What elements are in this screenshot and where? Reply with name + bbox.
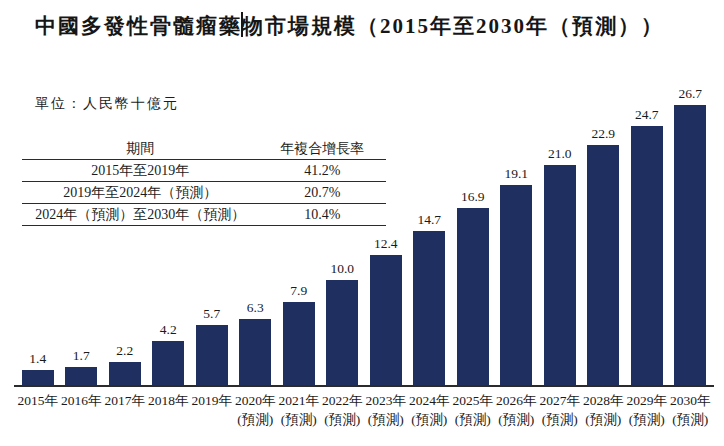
bar-slot: 2.2: [103, 343, 147, 385]
x-axis-labels: 2015年2016年2017年2018年2019年2020年(預測)2021年(…: [16, 391, 712, 429]
bar-value-label: 16.9: [461, 189, 485, 205]
bar: [196, 325, 228, 385]
x-axis-year: 2021年: [279, 393, 320, 408]
forecast-note: (預測): [495, 410, 539, 429]
bar: [65, 367, 97, 385]
forecast-note: (預測): [451, 410, 495, 429]
x-axis-label: 2030年 (預測): [669, 391, 713, 429]
bar-slot: 5.7: [190, 306, 234, 385]
forecast-note: (預測): [408, 410, 452, 429]
bar: [109, 362, 141, 385]
bar: [631, 126, 663, 385]
bar: [370, 255, 402, 385]
bar-value-label: 10.0: [330, 261, 354, 277]
bar-value-label: 7.9: [290, 283, 307, 299]
bar-value-label: 14.7: [417, 212, 441, 228]
x-axis-label: 2027年 (預測): [538, 391, 582, 429]
bar: [587, 145, 619, 385]
bar-slot: 14.7: [408, 212, 452, 385]
x-axis-label: 2024年 (預測): [408, 391, 452, 429]
bar-value-label: 21.0: [548, 146, 572, 162]
x-axis-label: 2018年: [147, 391, 191, 429]
page-title-right: 物市場規模（2015年至2030年（預測））: [242, 14, 664, 38]
bar-slot: 1.4: [16, 351, 60, 385]
bar-value-label: 5.7: [203, 306, 220, 322]
bar: [326, 280, 358, 385]
page-title-left: 中國多發性骨髓瘤藥: [35, 14, 242, 38]
x-axis-year: 2027年: [540, 393, 581, 408]
bar-value-label: 22.9: [591, 126, 615, 142]
bar-slot: 4.2: [147, 322, 191, 385]
bar-slot: 24.7: [625, 107, 669, 385]
bar-value-label: 2.2: [116, 343, 133, 359]
x-axis-year: 2020年: [235, 393, 276, 408]
forecast-note: (預測): [321, 410, 365, 429]
x-axis-label: 2029年 (預測): [625, 391, 669, 429]
x-axis-label: 2025年 (預測): [451, 391, 495, 429]
x-axis-year: 2026年: [496, 393, 537, 408]
bar-slot: 21.0: [538, 146, 582, 385]
x-axis-year: 2022年: [322, 393, 363, 408]
forecast-note: (預測): [582, 410, 626, 429]
bar-value-label: 1.4: [29, 351, 46, 367]
x-axis-year: 2018年: [148, 393, 189, 408]
market-size-chart-page: 中國多發性骨髓瘤藥物市場規模（2015年至2030年（預測）） 單位：人民幣十億…: [0, 0, 724, 446]
bar-slot: 16.9: [451, 189, 495, 385]
bar-value-label: 19.1: [504, 166, 528, 182]
bar-slot: 10.0: [321, 261, 365, 385]
bar: [544, 165, 576, 385]
x-axis-label: 2015年: [16, 391, 60, 429]
bar-value-label: 24.7: [635, 107, 659, 123]
bar-slot: 22.9: [582, 126, 626, 385]
forecast-note: (預測): [669, 410, 713, 429]
bar-chart: 1.4 1.7 2.2 4.2 5.7 6.3 7.9 10.0 12.4 14.7 16.9 19.…: [16, 85, 712, 385]
x-axis-year: 2024年: [409, 393, 450, 408]
bar-value-label: 4.2: [160, 322, 177, 338]
forecast-note: (預測): [364, 410, 408, 429]
x-axis-year: 2015年: [18, 393, 59, 408]
bar-slot: 19.1: [495, 166, 539, 385]
bar-slot: 1.7: [60, 348, 104, 385]
bar-value-label: 12.4: [374, 236, 398, 252]
bar-value-label: 6.3: [247, 300, 264, 316]
bar: [457, 208, 489, 385]
x-axis-year: 2023年: [366, 393, 407, 408]
x-axis-year: 2016年: [61, 393, 102, 408]
x-axis-label: 2020年 (預測): [234, 391, 278, 429]
x-axis-label: 2022年 (預測): [321, 391, 365, 429]
page-title: 中國多發性骨髓瘤藥物市場規模（2015年至2030年（預測））: [35, 12, 664, 40]
forecast-note: (預測): [277, 410, 321, 429]
x-axis-line: [14, 385, 714, 387]
bar-value-label: 1.7: [73, 348, 90, 364]
bar-slot: 7.9: [277, 283, 321, 385]
x-axis-label: 2016年: [60, 391, 104, 429]
forecast-note: (預測): [234, 410, 278, 429]
x-axis-label: 2017年: [103, 391, 147, 429]
bar: [413, 231, 445, 385]
bar-slot: 26.7: [669, 86, 713, 385]
x-axis-label: 2021年 (預測): [277, 391, 321, 429]
x-axis-label: 2028年 (預測): [582, 391, 626, 429]
forecast-note: (預測): [625, 410, 669, 429]
x-axis-label: 2026年 (預測): [495, 391, 539, 429]
x-axis-year: 2028年: [583, 393, 624, 408]
bar: [283, 302, 315, 385]
x-axis-label: 2019年: [190, 391, 234, 429]
x-axis-year: 2029年: [627, 393, 668, 408]
x-axis-label: 2023年 (預測): [364, 391, 408, 429]
x-axis-year: 2030年: [670, 393, 711, 408]
bar: [22, 370, 54, 385]
x-axis-year: 2025年: [453, 393, 494, 408]
bar: [152, 341, 184, 385]
bar: [500, 185, 532, 385]
bar: [239, 319, 271, 385]
bar-slot: 6.3: [234, 300, 278, 385]
forecast-note: (預測): [538, 410, 582, 429]
bar-value-label: 26.7: [678, 86, 702, 102]
bar: [674, 105, 706, 385]
bar-slot: 12.4: [364, 236, 408, 385]
x-axis-year: 2019年: [192, 393, 233, 408]
x-axis-year: 2017年: [105, 393, 146, 408]
